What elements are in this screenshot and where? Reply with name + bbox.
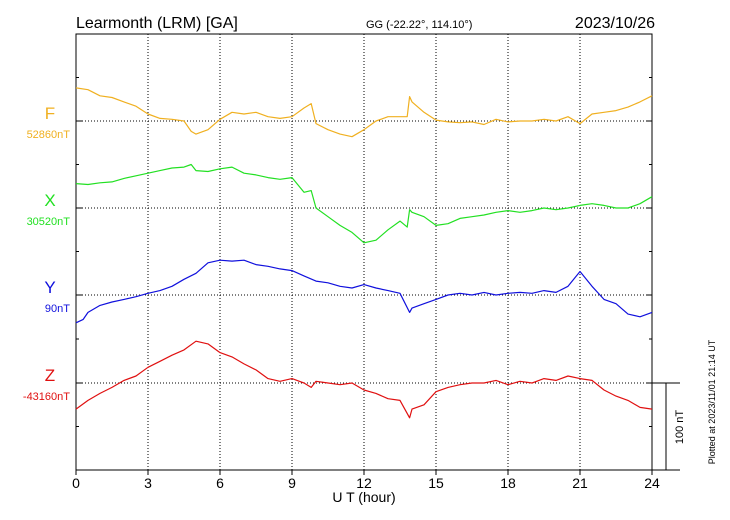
- x-axis-ticks: 0 3 6 9 12 15 18 21 24: [72, 470, 660, 491]
- plot-date: 2023/10/26: [575, 15, 655, 32]
- series-y-line: [75, 259, 653, 324]
- x-tick-label: 0: [72, 475, 80, 491]
- grid: [76, 34, 652, 470]
- plotted-timestamp: Plotted at 2023/11/01 21:14 UT: [707, 339, 717, 464]
- x-tick-label: 6: [216, 475, 224, 491]
- series-z-line: [75, 340, 653, 419]
- baseline-value-z: -43160nT: [23, 391, 70, 403]
- plot-frame: [75, 33, 653, 471]
- x-tick-label: 18: [500, 475, 516, 491]
- component-label-z: Z: [45, 366, 55, 385]
- component-label-f: F: [45, 104, 55, 123]
- series-layer: [75, 87, 653, 419]
- x-tick-label: 9: [288, 475, 296, 491]
- baseline-value-f: 52860nT: [27, 129, 71, 141]
- x-tick-label: 3: [144, 475, 152, 491]
- x-tick-label: 15: [428, 475, 444, 491]
- component-labels: F 52860nT X 30520nT Y 90nT Z -43160nT: [23, 104, 70, 403]
- baseline-value-x: 30520nT: [27, 216, 71, 228]
- series-f-line: [75, 87, 653, 138]
- station-title: Learmonth (LRM) [GA]: [76, 15, 238, 32]
- station-coordinates: GG (-22.22°, 114.10°): [366, 19, 472, 31]
- x-tick-label: 24: [644, 475, 660, 491]
- scale-bar: 100 nT: [652, 382, 686, 471]
- component-label-y: Y: [44, 278, 55, 297]
- x-axis-label: U T (hour): [332, 489, 395, 505]
- series-x-line: [75, 163, 653, 244]
- scale-bar-label: 100 nT: [674, 410, 686, 445]
- x-tick-label: 12: [356, 475, 372, 491]
- component-label-x: X: [44, 191, 55, 210]
- baseline-value-y: 90nT: [45, 303, 70, 315]
- x-tick-label: 21: [572, 475, 588, 491]
